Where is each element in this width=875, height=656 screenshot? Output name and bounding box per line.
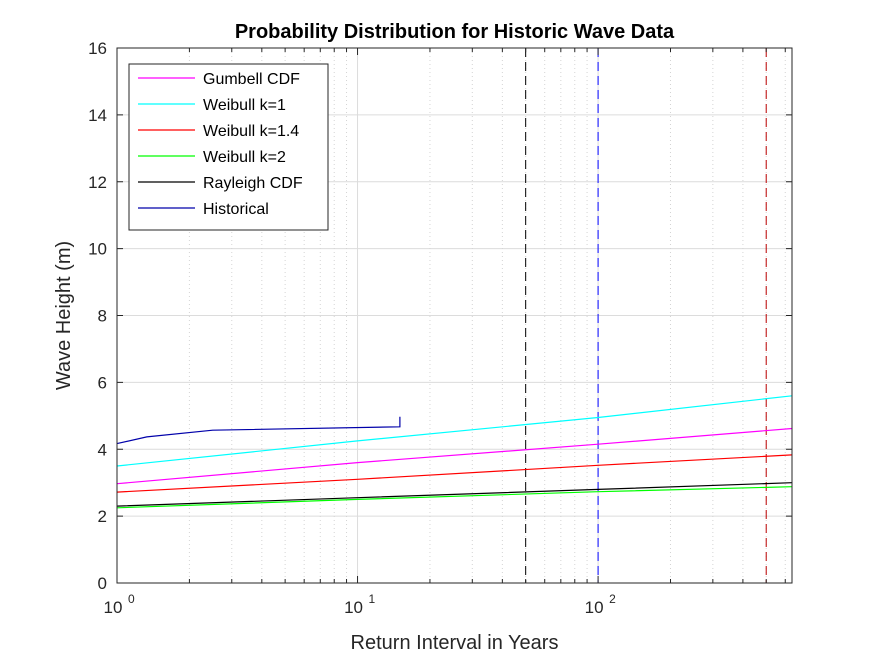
legend-box (128, 63, 329, 231)
y-tick-label: 0 (98, 574, 107, 593)
x-tick-label: 10 (104, 598, 123, 617)
chart-title: Probability Distribution for Historic Wa… (235, 21, 675, 43)
legend-entry-label: Historical (203, 201, 269, 218)
x-tick-exponent: 2 (609, 592, 616, 606)
series-line (116, 395, 793, 467)
y-tick-label: 14 (88, 106, 107, 125)
legend-entry-label: Weibull k=1 (203, 97, 286, 114)
x-tick-label: 10 (585, 598, 604, 617)
y-axis-label: Wave Height (m) (53, 241, 75, 390)
x-axis-label: Return Interval in Years (351, 632, 559, 654)
x-tick-exponent: 1 (369, 592, 376, 606)
reference-lines (525, 48, 767, 583)
legend: Gumbell CDF Weibull k=1 Weibull k=1.4 Weibu… (128, 63, 329, 231)
legend-entry-label: Weibull k=1.4 (203, 123, 299, 140)
series-line (116, 454, 793, 493)
y-tick-label: 4 (98, 440, 107, 459)
x-tick-exponent: 0 (128, 592, 135, 606)
legend-entry-label: Weibull k=2 (203, 149, 286, 166)
axes (116, 47, 793, 584)
tick-labels: 0 2 4 6 8 10 12 14 16 10 0 10 1 10 2 (88, 39, 616, 617)
x-tick-label: 10 (344, 598, 363, 617)
y-tick-label: 8 (98, 307, 107, 326)
series-line (116, 416, 401, 445)
series-line (116, 427, 793, 485)
y-tick-label: 16 (88, 39, 107, 58)
data-series (116, 395, 793, 509)
legend-entry-label: Gumbell CDF (203, 71, 300, 88)
y-tick-label: 6 (98, 373, 107, 392)
y-tick-label: 2 (98, 507, 107, 526)
y-tick-label: 12 (88, 173, 107, 192)
legend-entry-label: Rayleigh CDF (203, 175, 303, 192)
y-tick-label: 10 (88, 240, 107, 259)
series-line (116, 486, 793, 509)
series-line (116, 482, 793, 507)
